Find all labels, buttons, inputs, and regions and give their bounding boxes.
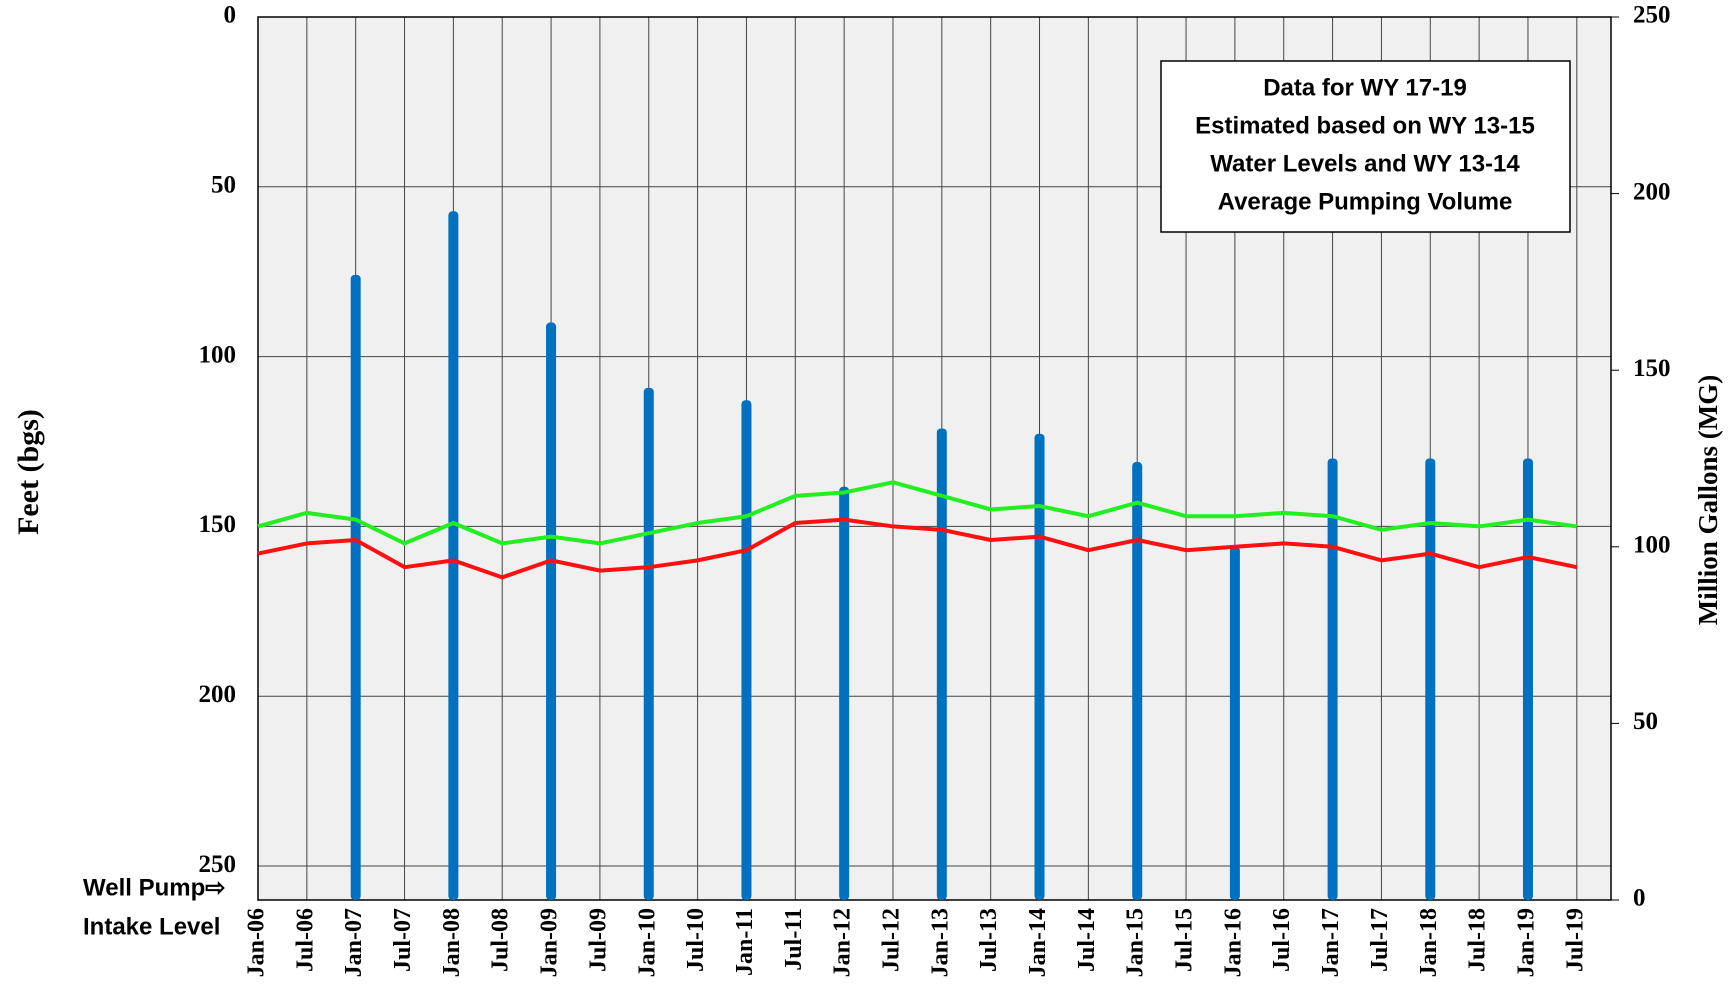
x-tick-label: Jul-19 bbox=[1562, 908, 1588, 972]
x-tick-label: Jul-18 bbox=[1465, 908, 1491, 972]
x-tick-label: Jul-14 bbox=[1074, 908, 1100, 972]
x-tick-label: Jan-19 bbox=[1513, 908, 1539, 977]
y2-tick-label: 150 bbox=[1633, 355, 1671, 382]
x-tick-label: Jan-16 bbox=[1220, 908, 1246, 977]
y-tick-label: 250 bbox=[199, 851, 237, 878]
x-tick-label: Jan-10 bbox=[634, 908, 660, 977]
x-tick-label: Jan-12 bbox=[830, 908, 856, 977]
x-tick-label: Jan-08 bbox=[439, 908, 465, 977]
y2-tick-label: 200 bbox=[1633, 178, 1671, 205]
annotation-box bbox=[1160, 60, 1571, 233]
x-tick-label: Jul-15 bbox=[1172, 908, 1198, 972]
y2-axis-label: Million Gallons (MG) bbox=[1693, 375, 1723, 626]
x-tick-label: Jul-16 bbox=[1269, 908, 1295, 972]
y2-tick-label: 50 bbox=[1633, 708, 1658, 735]
bar bbox=[448, 211, 459, 900]
y2-tick-label: 0 bbox=[1633, 885, 1646, 912]
plot-frame bbox=[257, 16, 1612, 901]
x-tick-label: Jan-13 bbox=[927, 908, 953, 977]
y-tick-label: 200 bbox=[199, 681, 237, 708]
x-tick-label: Jul-10 bbox=[683, 908, 709, 972]
line bbox=[257, 517, 1578, 580]
line bbox=[257, 480, 1578, 546]
x-tick-label: Jan-09 bbox=[537, 908, 563, 977]
y2-tick-label: 250 bbox=[1633, 2, 1671, 29]
x-tick-label: Jul-11 bbox=[781, 908, 807, 971]
annotation-text: Estimated based on WY 13-15 bbox=[1195, 112, 1535, 139]
x-tick-label: Jul-08 bbox=[488, 908, 514, 972]
x-tick-label: Jan-18 bbox=[1416, 908, 1442, 977]
annotation-text: Well Pump⇨ bbox=[83, 874, 225, 901]
x-tick-label: Jul-09 bbox=[585, 908, 611, 972]
x-tick-label: Jan-14 bbox=[1025, 908, 1051, 977]
x-tick-label: Jan-17 bbox=[1318, 908, 1344, 977]
bar bbox=[936, 428, 947, 900]
annotation-text: Average Pumping Volume bbox=[1218, 188, 1513, 215]
annotation-text: Data for WY 17-19 bbox=[1263, 74, 1467, 101]
y-tick-label: 100 bbox=[199, 341, 237, 368]
bar bbox=[1229, 546, 1240, 900]
x-tick-label: Jan-07 bbox=[341, 908, 367, 977]
bar bbox=[1425, 458, 1436, 900]
bar bbox=[350, 274, 361, 900]
x-tick-label: Jan-15 bbox=[1123, 908, 1149, 977]
x-tick-label: Jul-13 bbox=[976, 908, 1002, 972]
x-tick-label: Jul-07 bbox=[390, 908, 416, 972]
bar bbox=[839, 486, 850, 900]
bar bbox=[643, 387, 654, 900]
x-tick-label: Jul-06 bbox=[292, 908, 318, 972]
bar bbox=[741, 400, 752, 900]
y-tick-label: 0 bbox=[224, 2, 237, 29]
x-tick-label: Jul-12 bbox=[878, 908, 904, 972]
x-tick-label: Jan-11 bbox=[732, 908, 758, 976]
x-tick-label: Jul-17 bbox=[1367, 908, 1393, 972]
bar bbox=[546, 322, 557, 900]
bar bbox=[1327, 458, 1338, 900]
y-tick-label: 150 bbox=[199, 511, 237, 538]
y2-tick-label: 100 bbox=[1633, 532, 1671, 559]
annotation-text: Water Levels and WY 13-14 bbox=[1210, 150, 1520, 177]
y-tick-label: 50 bbox=[211, 172, 236, 199]
y-axis-label: Feet (bgs) bbox=[12, 409, 45, 535]
bar bbox=[1522, 458, 1533, 900]
annotation-text: Intake Level bbox=[83, 913, 220, 940]
x-tick-label: Jan-06 bbox=[244, 908, 270, 977]
bar bbox=[1132, 462, 1143, 900]
bar bbox=[1034, 433, 1045, 900]
